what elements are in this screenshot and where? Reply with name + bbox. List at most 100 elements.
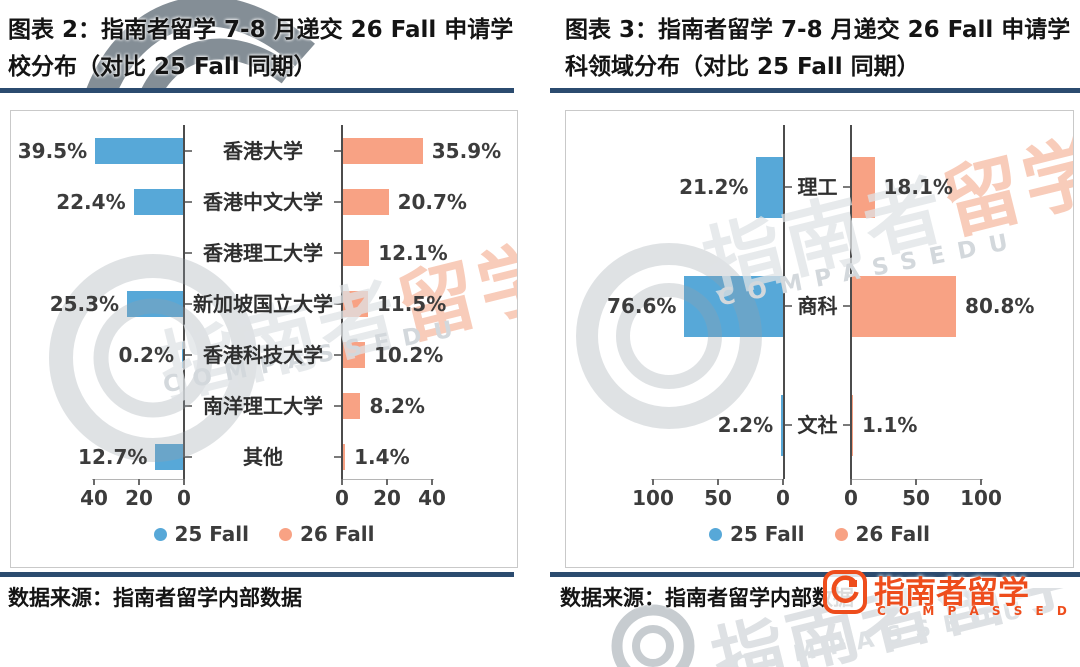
value-label-26fall: 8.2% <box>369 394 425 418</box>
axis-tick-label: 0 <box>177 486 191 510</box>
subject-distribution-chart-card: 指南者留学 COMPASSEDU 理工 21.2% 18.1% 商科 76.6% 80.8… <box>565 110 1074 568</box>
axis-tick <box>138 479 140 485</box>
compassedu-logo-name: 指南者留学 <box>874 575 1029 611</box>
bar-26fall <box>851 394 853 456</box>
axis-row-tick <box>334 252 341 254</box>
axis-row-tick <box>334 150 341 152</box>
legend-dot-icon <box>279 527 292 541</box>
value-label-25fall: 39.5% <box>17 139 88 163</box>
axis-row-tick <box>185 456 192 458</box>
value-label-25fall: 22.4% <box>56 190 126 214</box>
legend-item: 25 Fall <box>709 522 805 546</box>
axis-tick <box>915 479 917 485</box>
bar-26fall <box>342 393 361 419</box>
value-label-26fall: 80.8% <box>965 294 1035 318</box>
legend-item: 26 Fall <box>279 522 375 546</box>
axis-tick-label: 0 <box>335 486 349 510</box>
left-footer-rule <box>0 572 514 577</box>
value-label-25fall: 12.7% <box>78 445 148 469</box>
axis-row-tick <box>334 303 341 305</box>
left-title-line2: 校分布（对比 25 Fall 同期） <box>8 54 317 80</box>
bar-26fall <box>342 342 365 368</box>
compassedu-logo-sub: C O M P A S S E D U <box>877 604 1080 618</box>
bar-26fall <box>342 138 423 164</box>
axis-row-tick <box>185 201 192 203</box>
legend-dot-icon <box>709 527 722 541</box>
watermark-brand-salmon: 留学 <box>934 124 1074 252</box>
right-data-source: 数据来源：指南者留学内部数据 <box>560 586 854 610</box>
axis-tick-label: 20 <box>125 486 153 510</box>
axis-tick <box>93 479 95 485</box>
axis-row-tick <box>843 305 850 307</box>
axis-tick-label: 50 <box>902 486 930 510</box>
left-title-rule <box>0 88 514 93</box>
category-label: 其他 <box>243 445 283 469</box>
axis-row-tick <box>334 405 341 407</box>
legend-label: 26 Fall <box>855 522 931 546</box>
axis-tick <box>717 479 719 485</box>
bar-26fall <box>851 156 875 218</box>
axis-row-tick <box>185 303 192 305</box>
axis-tick <box>850 479 852 485</box>
category-label: 香港理工大学 <box>203 241 323 265</box>
bar-25fall <box>127 291 184 317</box>
axis-row-tick <box>185 252 192 254</box>
axis-tick-label: 40 <box>80 486 108 510</box>
category-label: 香港中文大学 <box>203 190 323 214</box>
axis-row-tick <box>334 201 341 203</box>
value-label-25fall: 2.2% <box>717 413 774 437</box>
right-zero-axis <box>341 125 343 479</box>
axis-tick <box>782 479 784 485</box>
value-label-26fall: 11.5% <box>376 292 447 316</box>
right-baseline <box>342 479 434 480</box>
axis-tick-label: 40 <box>418 486 446 510</box>
category-label: 商科 <box>797 294 838 318</box>
axis-tick <box>386 479 388 485</box>
axis-row-tick <box>334 354 341 356</box>
legend-item: 26 Fall <box>834 522 931 546</box>
legend-label: 26 Fall <box>300 522 375 546</box>
right-title-line1: 图表 3：指南者留学 7-8 月递交 26 Fall 申请学 <box>565 17 1071 43</box>
legend-label: 25 Fall <box>730 522 805 546</box>
axis-row-tick <box>843 424 850 426</box>
bar-25fall <box>756 156 784 218</box>
legend-dot-icon <box>153 527 167 541</box>
category-label: 文社 <box>797 413 838 437</box>
right-baseline <box>851 479 983 480</box>
chart-legend: 25 Fall 26 Fall <box>566 522 1073 546</box>
axis-row-tick <box>785 186 792 188</box>
bar-25fall <box>684 275 784 337</box>
bar-25fall <box>781 394 784 456</box>
axis-tick-label: 0 <box>844 486 858 510</box>
value-label-25fall: 25.3% <box>49 292 120 316</box>
bar-25fall <box>95 138 184 164</box>
value-label-25fall: 21.2% <box>679 175 749 199</box>
left-zero-axis <box>783 125 785 479</box>
value-label-26fall: 20.7% <box>397 190 467 214</box>
compassedu-badge-icon <box>823 570 867 614</box>
axis-row-tick <box>185 354 192 356</box>
legend-label: 25 Fall <box>174 522 250 546</box>
axis-row-tick <box>785 305 792 307</box>
axis-row-tick <box>185 150 192 152</box>
bar-25fall <box>155 444 184 470</box>
axis-row-tick <box>785 424 792 426</box>
value-label-26fall: 1.1% <box>862 413 918 437</box>
category-label: 南洋理工大学 <box>203 394 323 418</box>
category-label: 理工 <box>797 175 838 199</box>
right-title-line2: 科领域分布（对比 25 Fall 同期） <box>565 54 920 80</box>
axis-tick <box>980 479 982 485</box>
left-panel-title: 图表 2：指南者留学 7-8 月递交 26 Fall 申请学 校分布（对比 25… <box>8 12 513 86</box>
legend-dot-icon <box>834 527 848 541</box>
right-zero-axis <box>850 125 852 479</box>
axis-tick <box>341 479 343 485</box>
axis-row-tick <box>334 456 341 458</box>
axis-tick-label: 0 <box>776 486 790 510</box>
school-distribution-chart-card: 指南者留学 COMPASSEDU 香港大学 39.5% 35.9% 香港中文大学 22.… <box>10 110 518 568</box>
axis-row-tick <box>185 405 192 407</box>
axis-tick-label: 20 <box>373 486 401 510</box>
value-label-26fall: 35.9% <box>431 139 502 163</box>
right-footer-rule <box>550 572 1080 577</box>
bar-26fall <box>342 189 389 215</box>
